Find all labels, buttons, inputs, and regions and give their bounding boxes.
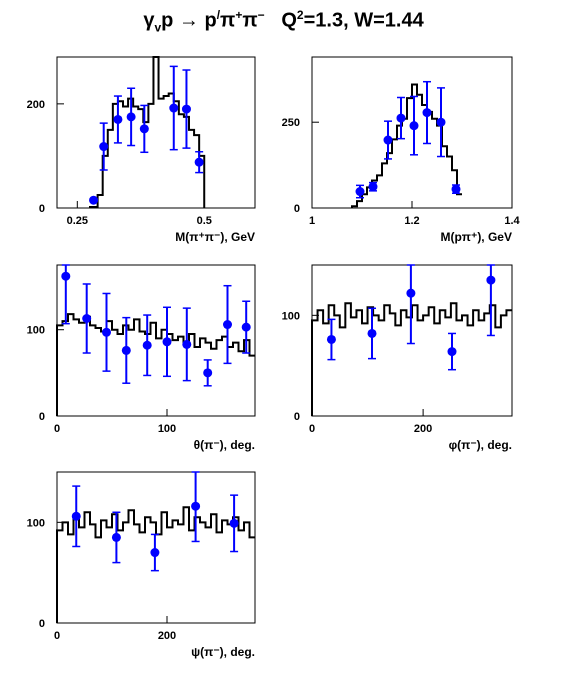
title-pi2-sup: − xyxy=(257,8,265,22)
y-tick-label: 0 xyxy=(294,203,300,215)
data-point xyxy=(223,320,232,330)
data-point xyxy=(368,182,378,192)
x-tick-label: 200 xyxy=(414,423,432,435)
data-point xyxy=(447,347,457,357)
y-tick-label: 250 xyxy=(282,117,300,129)
y-tick-label: 0 xyxy=(39,203,45,215)
x-tick-label: 0.5 xyxy=(197,215,212,227)
data-point xyxy=(182,339,192,349)
data-point xyxy=(367,328,377,338)
y-tick-label: 0 xyxy=(39,618,45,630)
data-point xyxy=(89,195,99,205)
histogram-simulation xyxy=(351,83,462,208)
chart-panel-5: 0 200 0 100 ψ(π⁻), deg. xyxy=(27,471,256,659)
data-point xyxy=(169,103,179,113)
data-point xyxy=(486,275,496,285)
chart-panel-3: 0 100 0 100 θ(π⁻), deg. xyxy=(27,264,256,452)
data-point xyxy=(150,548,160,558)
data-point xyxy=(162,337,172,347)
chart-panel-2: 1 1.2 1.4 0 250 M(pπ⁺), GeV xyxy=(282,56,521,244)
title-pi1: π xyxy=(220,9,236,32)
page-title: γvp → p/π+π− Q2=1.3, W=1.44 xyxy=(0,8,567,35)
data-point xyxy=(229,518,239,528)
x-tick-label: 1.4 xyxy=(504,215,520,227)
y-tick-label: 0 xyxy=(294,411,300,423)
data-point xyxy=(451,184,461,194)
data-point xyxy=(102,327,111,337)
x-tick-label: 0 xyxy=(309,423,315,435)
x-tick-label: 0 xyxy=(54,630,60,642)
chart-panel-1: 0.25 0.5 0 200 M(π⁺π⁻), GeV xyxy=(27,56,256,244)
plot-frame xyxy=(56,471,256,624)
data-point xyxy=(422,108,432,118)
title-pi1-sup: + xyxy=(235,8,243,22)
data-point xyxy=(326,334,336,344)
histogram-simulation xyxy=(311,302,512,416)
data-point xyxy=(113,114,123,124)
y-tick-label: 100 xyxy=(27,517,45,529)
y-tick-label: 100 xyxy=(27,325,45,337)
title-arrow: → xyxy=(178,9,199,32)
y-tick-label: 0 xyxy=(39,411,45,423)
title-pi2: π xyxy=(242,9,258,32)
plot-frame xyxy=(311,264,513,417)
title-prime: / xyxy=(216,8,221,22)
data-point xyxy=(71,511,81,521)
data-point xyxy=(139,124,149,134)
title-p-prime: p xyxy=(204,9,217,32)
data-point xyxy=(61,271,71,281)
plot-frame xyxy=(56,56,256,209)
data-point xyxy=(409,121,419,131)
title-gamma-sub: v xyxy=(154,20,162,35)
x-tick-label: 0.25 xyxy=(67,215,88,227)
title-q: Q xyxy=(281,9,297,32)
data-point xyxy=(82,313,92,323)
data-point xyxy=(99,142,109,152)
data-point xyxy=(383,135,393,145)
x-axis-label: M(π⁺π⁻), GeV xyxy=(175,230,255,244)
data-point xyxy=(142,340,152,350)
x-tick-label: 1.2 xyxy=(404,215,419,227)
histogram-simulation xyxy=(56,506,255,623)
x-tick-label: 0 xyxy=(54,423,60,435)
x-axis-label: θ(π⁻), deg. xyxy=(194,438,255,452)
data-point xyxy=(241,322,251,332)
data-point xyxy=(355,187,365,197)
title-p: p xyxy=(161,9,174,32)
y-tick-label: 200 xyxy=(27,99,45,111)
data-point xyxy=(121,345,131,355)
data-point xyxy=(194,157,204,167)
x-axis-label: ψ(π⁻), deg. xyxy=(191,645,255,659)
data-point xyxy=(181,104,191,114)
x-tick-label: 100 xyxy=(158,423,176,435)
plot-frame xyxy=(311,56,513,209)
data-point xyxy=(436,117,446,127)
x-axis-label: φ(π⁻), deg. xyxy=(449,438,512,452)
data-point xyxy=(111,532,121,542)
x-tick-label: 1 xyxy=(309,215,315,227)
y-tick-label: 100 xyxy=(282,310,300,322)
chart-panel-4: 0 200 0 100 φ(π⁻), deg. xyxy=(282,264,513,452)
title-q2-sup: 2 xyxy=(296,8,304,22)
data-point xyxy=(126,112,136,122)
title-gamma: γ xyxy=(143,9,155,32)
data-point xyxy=(191,501,201,511)
x-tick-label: 200 xyxy=(158,630,176,642)
title-rest: =1.3, W=1.44 xyxy=(303,9,424,32)
data-point xyxy=(406,288,416,298)
data-point xyxy=(203,368,213,378)
x-axis-label: M(pπ⁺), GeV xyxy=(440,230,512,244)
data-point xyxy=(396,113,406,123)
